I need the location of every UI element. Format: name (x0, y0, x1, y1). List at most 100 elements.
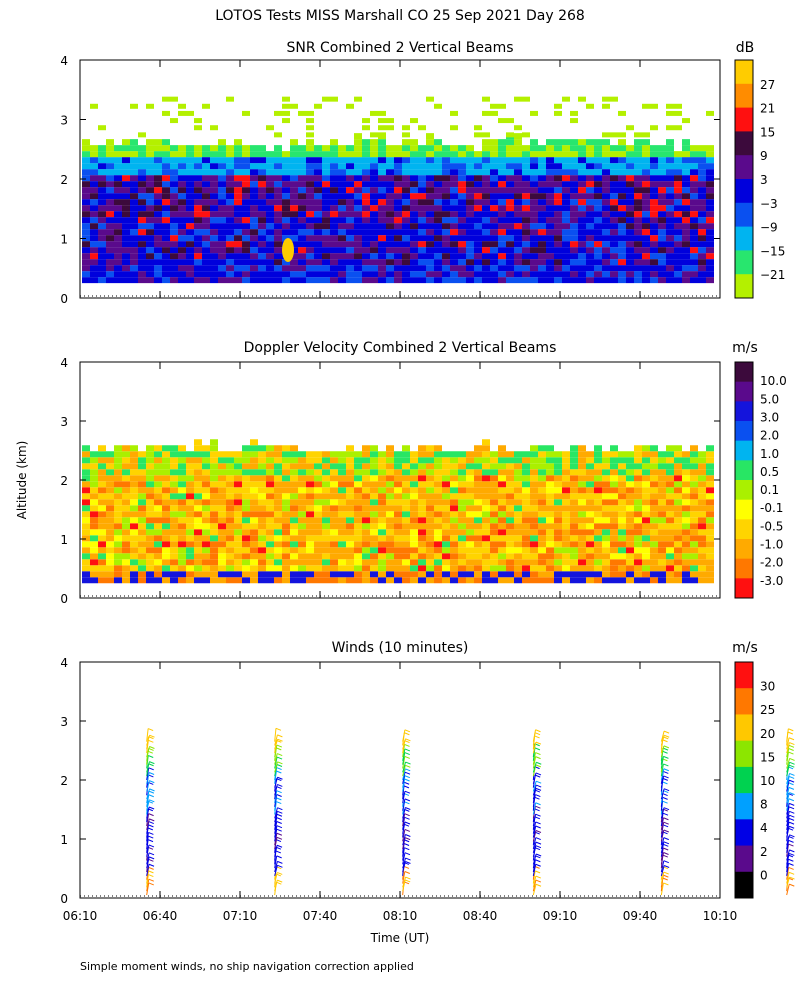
snr-cell (706, 157, 714, 164)
doppler-cell (258, 559, 266, 566)
doppler-cell (450, 559, 458, 566)
doppler-cell (314, 517, 322, 524)
doppler-cell (586, 499, 594, 506)
snr-cell (554, 277, 562, 284)
snr-cell (514, 163, 522, 170)
snr-cell (634, 181, 642, 188)
doppler-cell (274, 487, 282, 494)
doppler-cell (482, 469, 490, 476)
doppler-cell (122, 493, 130, 500)
snr-cell (418, 163, 426, 170)
doppler-cell (370, 511, 378, 518)
doppler-cell (474, 529, 482, 536)
doppler-cell (122, 553, 130, 560)
doppler-cell (362, 511, 370, 518)
snr-cell (210, 253, 218, 260)
doppler-cell (426, 547, 434, 554)
snr-cell (218, 145, 226, 152)
snr-cell (690, 175, 698, 182)
snr-cell (162, 241, 170, 248)
wind-barb-flag (404, 852, 411, 856)
snr-cell (122, 259, 130, 266)
doppler-cell (82, 565, 90, 572)
wind-barb (274, 825, 278, 838)
doppler-cell (618, 481, 626, 488)
snr-cell (202, 199, 210, 206)
snr-cell (658, 151, 666, 158)
doppler-cell (498, 469, 506, 476)
snr-cell (410, 187, 418, 194)
snr-cell (474, 132, 482, 138)
doppler-cell (466, 541, 474, 548)
doppler-cell (362, 481, 370, 488)
doppler-cell (546, 565, 554, 572)
doppler-cell (186, 553, 194, 560)
wind-barb (532, 772, 537, 784)
doppler-cell (514, 535, 522, 542)
snr-cell (474, 253, 482, 260)
doppler-cell (674, 565, 682, 572)
doppler-cell (314, 493, 322, 500)
snr-cell (226, 253, 234, 260)
snr-cell (578, 235, 586, 242)
doppler-cell (218, 505, 226, 512)
snr-cell (570, 241, 578, 248)
snr-cell (226, 163, 234, 170)
snr-cell (642, 253, 650, 260)
doppler-cell (90, 511, 98, 518)
doppler-cell (450, 475, 458, 482)
snr-cell (338, 145, 346, 152)
snr-cell (266, 205, 274, 212)
doppler-cell (186, 505, 194, 512)
snr-cell (530, 247, 538, 254)
doppler-cell (394, 499, 402, 506)
wind-barb (786, 811, 790, 823)
snr-cell (98, 175, 106, 182)
doppler-cell (266, 541, 274, 548)
doppler-cell (122, 511, 130, 518)
snr-cell (538, 157, 546, 164)
snr-cell (394, 223, 402, 230)
doppler-cell (234, 565, 242, 572)
doppler-cell (458, 535, 466, 542)
snr-cell (466, 163, 474, 170)
snr-cell (706, 217, 714, 224)
wind-barb (146, 788, 150, 800)
doppler-cell (106, 487, 114, 494)
snr-cell (346, 247, 354, 254)
snr-cell (682, 235, 690, 242)
wind-barb (786, 883, 790, 896)
snr-cell (234, 211, 242, 218)
doppler-cell (490, 565, 498, 572)
snr-cell (178, 151, 186, 158)
snr-cell (130, 193, 138, 200)
doppler-cell (650, 517, 658, 524)
snr-cell (538, 193, 546, 200)
snr-cell (658, 265, 666, 272)
snr-cell (322, 205, 330, 212)
snr-cell (474, 199, 482, 206)
doppler-cell (282, 559, 290, 566)
doppler-cell (698, 457, 706, 464)
doppler-cell (490, 481, 498, 488)
wind-barb-flag (535, 883, 542, 887)
doppler-cell (170, 505, 178, 512)
doppler-cell (538, 481, 546, 488)
snr-cell (418, 193, 426, 200)
colorbar-swatch (735, 819, 753, 847)
snr-cell (514, 235, 522, 242)
doppler-cell (290, 469, 298, 476)
snr-cell (458, 247, 466, 254)
doppler-cell (378, 547, 386, 554)
doppler-cell (546, 445, 554, 452)
snr-cell (562, 181, 570, 188)
doppler-cell (354, 499, 362, 506)
snr-cell (482, 199, 490, 206)
doppler-cell (474, 559, 482, 566)
doppler-cell (450, 535, 458, 542)
doppler-cell (298, 451, 306, 458)
doppler-cell (202, 463, 210, 470)
snr-cell (426, 271, 434, 278)
wind-barb-flag (535, 863, 541, 867)
wind-barb (532, 884, 537, 896)
